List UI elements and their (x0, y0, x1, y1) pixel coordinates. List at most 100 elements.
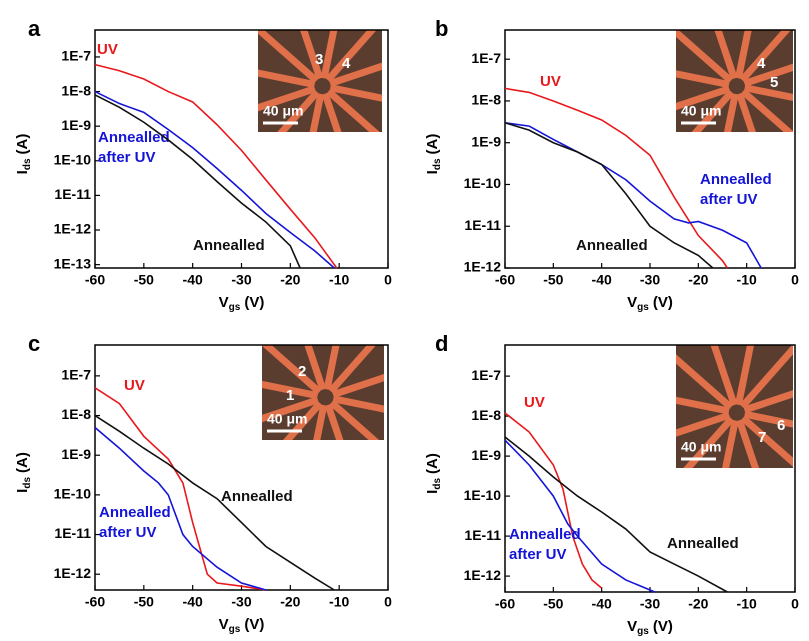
inset-label: 7 (758, 429, 766, 446)
y-label-main: I (14, 170, 31, 174)
inset-label: 6 (777, 417, 785, 434)
y-tick-label: 1E-11 (54, 186, 91, 202)
x-tick-label: -30 (640, 272, 660, 288)
x-tick-label: -60 (85, 272, 105, 288)
series-label: Annealled (221, 488, 293, 505)
x-tick-label: -40 (592, 272, 612, 288)
electrode (676, 85, 731, 111)
y-tick-label: 1E-12 (464, 259, 502, 275)
y-label-sub: ds (432, 158, 443, 170)
y-tick-label: 1E-8 (471, 92, 501, 108)
electrode (313, 404, 328, 440)
series-label: Annealled (193, 237, 265, 254)
y-tick-label: 1E-12 (54, 221, 92, 237)
x-tick-label: 0 (791, 596, 799, 612)
inset-label: 2 (298, 363, 306, 380)
y-tick-label: 1E-7 (61, 367, 91, 383)
x-tick-label: -10 (329, 594, 349, 610)
inset-label: 1 (286, 387, 294, 404)
series-label-box: Annealled after UV (509, 526, 581, 563)
x-tick-label: -20 (280, 594, 300, 610)
y-tick-label: 1E-12 (464, 567, 502, 583)
x-tick-label: -10 (737, 272, 757, 288)
electrode (743, 63, 793, 87)
series-line (504, 439, 656, 593)
x-tick-label: -60 (85, 594, 105, 610)
electrode (320, 30, 338, 79)
electrode (740, 88, 793, 132)
panel-letter: a (28, 16, 41, 41)
x-axis-label: Vgs (V) (219, 294, 265, 313)
x-label-main: V (627, 618, 637, 635)
electrode (258, 69, 316, 88)
series-line (504, 122, 714, 269)
series-line (94, 387, 267, 591)
y-label-main: I (14, 489, 31, 493)
panel-letter: b (435, 16, 448, 41)
x-tick-label: -20 (280, 272, 300, 288)
x-tick-label: 0 (384, 272, 392, 288)
electrode (325, 30, 377, 83)
electrode (329, 399, 380, 440)
electrode (710, 345, 738, 407)
series-label-box: Annealled after UV (700, 171, 772, 208)
x-label-sub: gs (229, 302, 241, 313)
x-tick-label: -40 (183, 272, 203, 288)
electrode (683, 416, 735, 468)
electrode (722, 419, 739, 468)
electrode (258, 30, 319, 84)
y-tick-label: 1E-11 (464, 217, 501, 233)
electrode (739, 30, 792, 83)
series-line (94, 414, 335, 591)
y-tick-label: 1E-10 (54, 151, 92, 167)
scale-label: 40 μm (263, 103, 303, 119)
x-label-unit: (V) (244, 294, 264, 311)
series-label: Annealled after UV (99, 504, 171, 541)
series-label: UV (97, 41, 118, 58)
panel-letter: c (28, 331, 40, 356)
y-axis-label: Ids (A) (14, 134, 33, 175)
electrode (739, 345, 793, 409)
y-tick-label: 1E-11 (54, 525, 91, 541)
x-tick-label: -50 (543, 272, 563, 288)
y-tick-label: 1E-9 (61, 117, 91, 133)
x-tick-label: -60 (495, 596, 515, 612)
series-label-box: Annealled (667, 535, 739, 552)
inset-label: 4 (342, 55, 351, 72)
y-label-sub: ds (22, 158, 33, 170)
electrode (323, 345, 340, 391)
series-line (94, 90, 335, 269)
x-tick-label: -60 (495, 272, 515, 288)
y-label-unit: (A) (14, 134, 31, 155)
electrode (676, 70, 730, 88)
y-axis-label: Ids (A) (424, 453, 443, 494)
electrode (736, 419, 760, 468)
y-tick-label: 1E-13 (54, 255, 92, 271)
electrode (328, 62, 382, 87)
electrode (676, 30, 734, 84)
y-axis-label: Ids (A) (424, 134, 443, 175)
series-label: UV (540, 73, 561, 90)
electrode (326, 88, 380, 132)
series-label-box: Annealled after UV (99, 504, 171, 541)
electrode (676, 411, 731, 437)
x-axis-label: Vgs (V) (627, 294, 673, 313)
x-label-sub: gs (637, 302, 649, 313)
panel-letter: d (435, 331, 448, 356)
x-label-sub: gs (229, 624, 241, 635)
electrode (262, 380, 319, 400)
y-label-sub: ds (22, 477, 33, 489)
scale-label: 40 μm (681, 439, 721, 455)
y-axis-label: Ids (A) (14, 452, 33, 493)
x-label-unit: (V) (653, 294, 673, 311)
x-label-main: V (219, 616, 229, 633)
y-tick-label: 1E-10 (54, 486, 92, 502)
series-label-box: Annealled (576, 237, 648, 254)
y-tick-label: 1E-7 (471, 50, 501, 66)
x-tick-label: 0 (384, 594, 392, 610)
electrode (331, 373, 384, 399)
y-tick-label: 1E-8 (471, 407, 501, 423)
electrode (743, 390, 793, 414)
electrode (734, 30, 752, 79)
